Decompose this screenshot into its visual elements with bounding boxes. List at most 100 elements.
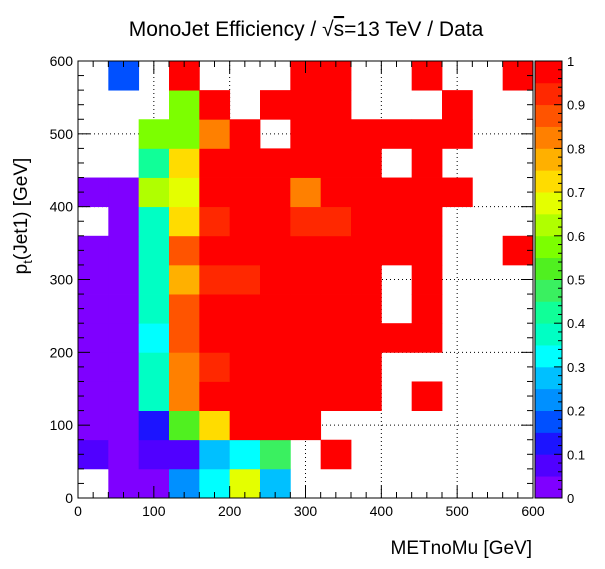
heatmap-cell <box>169 177 200 208</box>
colorbar-swatch <box>535 410 562 433</box>
heatmap-cell <box>199 410 231 441</box>
colorbar-tick-label: 1 <box>567 54 574 69</box>
colorbar-swatch <box>535 170 562 193</box>
heatmap-cell <box>169 90 200 120</box>
heatmap-cell <box>411 177 443 208</box>
colorbar-swatch <box>535 388 562 411</box>
heatmap-cell <box>411 148 443 178</box>
heatmap-cell <box>351 206 382 237</box>
heatmap-cell <box>320 90 352 120</box>
heatmap-cell <box>260 264 291 295</box>
heatmap-cell <box>442 119 473 149</box>
heatmap-cell <box>260 235 291 266</box>
heatmap-cell <box>138 206 170 237</box>
heatmap-cell <box>169 235 200 266</box>
heatmap-cell <box>138 381 170 411</box>
heatmap-cell <box>229 264 261 295</box>
heatmap-cell <box>351 235 382 266</box>
heatmap-cell <box>169 294 200 324</box>
heatmap-cell <box>138 352 170 382</box>
heatmap-cell <box>169 206 200 237</box>
heatmap-cell <box>411 206 443 237</box>
x-tick-label: 500 <box>445 503 469 519</box>
heatmap-cell <box>351 177 382 208</box>
colorbar-tick-label: 0.1 <box>567 447 585 462</box>
heatmap-cell <box>199 235 231 266</box>
heatmap-cell <box>442 90 473 120</box>
x-tick-label: 300 <box>294 503 318 519</box>
heatmap-cell <box>138 119 170 149</box>
heatmap-cell <box>229 148 261 178</box>
heatmap-cell <box>260 206 291 237</box>
heatmap-cell <box>199 148 231 178</box>
x-axis-label: METnoMu [GeV] <box>391 538 533 559</box>
colorbar-swatch <box>535 61 562 84</box>
heatmap-cell <box>411 235 443 266</box>
colorbar-swatch <box>535 366 562 390</box>
colorbar-tick-label: 0 <box>567 491 574 506</box>
heatmap-cells <box>78 61 534 499</box>
heatmap-cell <box>351 119 382 149</box>
heatmap-cell <box>381 206 413 237</box>
y-tick-label: 400 <box>50 199 74 215</box>
chart-title-suffix: =13 TeV / Data <box>344 18 483 41</box>
heatmap-cell <box>320 235 352 266</box>
y-axis-ticks: 0 100 200 300 400 500 600 <box>50 53 533 506</box>
heatmap-cell <box>320 323 352 353</box>
heatmap-cell <box>320 439 352 470</box>
x-tick-label: 100 <box>142 503 166 519</box>
heatmap-cell <box>260 148 291 178</box>
y-axis-label: pt(Jet1) [GeV] <box>11 158 35 275</box>
heatmap-cell <box>229 206 261 237</box>
heatmap-cell <box>169 119 200 149</box>
heatmap-cell <box>138 264 170 295</box>
sqrt-argument: s <box>334 18 345 41</box>
colorbar <box>535 61 562 499</box>
heatmap-cell <box>169 381 200 411</box>
heatmap-cell <box>260 294 291 324</box>
heatmap-cell <box>138 323 170 353</box>
heatmap-cell <box>199 323 231 353</box>
x-tick-label: 400 <box>370 503 394 519</box>
heatmap-cell <box>199 206 231 237</box>
heatmap-cell <box>290 206 322 237</box>
heatmap-cell <box>229 381 261 411</box>
heatmap-cell <box>138 177 170 208</box>
x-axis-ticks: 0 100 200 300 400 500 600 <box>74 61 545 519</box>
heatmap-cell <box>411 119 443 149</box>
heatmap-cell <box>229 294 261 324</box>
heatmap-cell <box>260 410 291 441</box>
heatmap-cell <box>351 148 382 178</box>
heatmap-cell <box>229 177 261 208</box>
y-tick-label: 0 <box>65 490 73 506</box>
heatmap-cell <box>381 235 413 266</box>
heatmap-cell <box>290 264 322 295</box>
colorbar-tick-label: 0.3 <box>567 360 585 375</box>
colorbar-swatch <box>535 345 562 368</box>
heatmap-cell <box>169 439 200 470</box>
colorbar-swatch <box>535 301 562 324</box>
heatmap-cell <box>290 381 322 411</box>
heatmap-cell <box>169 264 200 295</box>
heatmap-cell <box>199 352 231 382</box>
heatmap-cell <box>108 235 140 266</box>
heatmap-cell <box>229 235 261 266</box>
colorbar-tick-label: 0.4 <box>567 316 585 331</box>
heatmap-cell <box>351 294 382 324</box>
colorbar-tick-label: 0.9 <box>567 98 585 113</box>
heatmap-cell <box>169 148 200 178</box>
colorbar-swatch <box>535 148 562 171</box>
heatmap-cell <box>199 264 231 295</box>
y-axis-label-rest: (Jet1) [GeV] <box>11 158 32 260</box>
heatmap-cell <box>290 352 322 382</box>
heatmap-cell <box>290 294 322 324</box>
colorbar-swatch <box>535 104 562 127</box>
heatmap-cell <box>229 439 261 470</box>
heatmap-cell <box>351 323 382 353</box>
heatmap-cell <box>138 148 170 178</box>
sqrt-symbol: √ <box>322 18 334 41</box>
colorbar-swatch <box>535 454 562 477</box>
heatmap-cell <box>199 294 231 324</box>
colorbar-swatch <box>535 257 562 280</box>
y-tick-label: 500 <box>50 126 74 142</box>
